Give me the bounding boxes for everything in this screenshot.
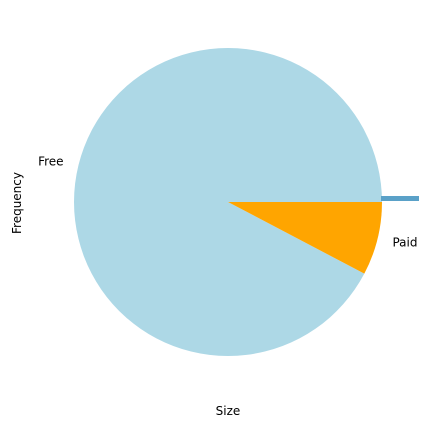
- pie-label-paid: Paid: [392, 236, 417, 250]
- pie-slice-paid: [228, 202, 382, 274]
- x-axis-label: Size: [216, 404, 241, 418]
- y-axis-label: Frequency: [10, 172, 24, 234]
- pie-slices: [74, 47, 383, 356]
- edge-sliver-mark: [381, 196, 419, 201]
- pie-label-free: Free: [38, 154, 63, 168]
- pie-slice-labels: Free Paid: [38, 154, 417, 249]
- pie-slice-free: [74, 47, 383, 356]
